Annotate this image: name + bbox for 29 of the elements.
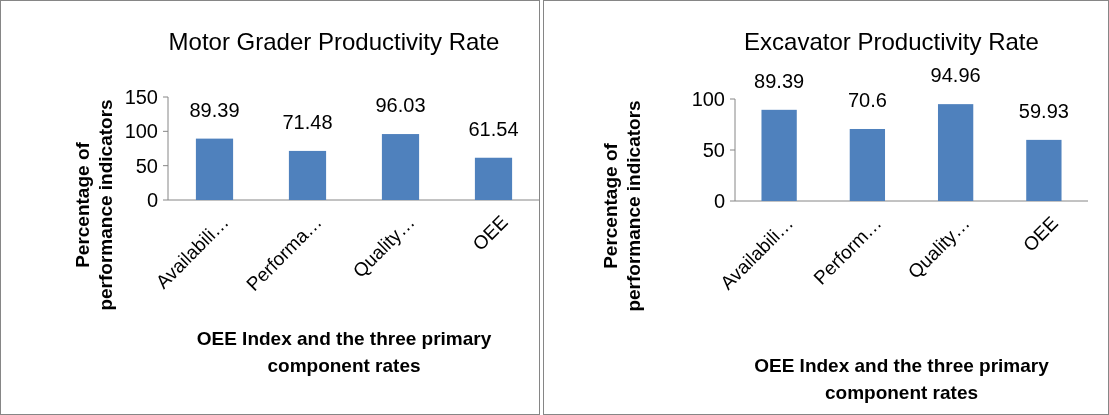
chart-title: Excavator Productivity Rate (744, 28, 1039, 55)
y-tick-label: 0 (713, 190, 725, 212)
bar (195, 138, 234, 200)
bar (761, 109, 797, 201)
data-label: 89.39 (754, 69, 805, 92)
y-tick-label: 150 (124, 86, 158, 108)
data-label: 61.54 (468, 117, 519, 140)
data-label: 71.48 (282, 110, 333, 133)
bar (937, 104, 974, 201)
y-tick-label: 50 (702, 139, 725, 161)
bar (288, 150, 327, 200)
y-tick-label: 100 (691, 88, 725, 110)
bar (381, 134, 420, 200)
x-axis-title: OEE Index and the three primary component rates (754, 355, 1050, 403)
y-tick-label: 0 (146, 189, 158, 211)
bar (474, 157, 513, 200)
chart-title: Motor Grader Productivity Rate (168, 28, 500, 55)
y-axis-title: Percentage of performance indicators (71, 99, 117, 311)
data-label: 96.03 (375, 94, 426, 117)
data-label: 59.93 (1018, 99, 1069, 122)
y-tick-label: 50 (135, 154, 158, 177)
data-label: 94.96 (930, 64, 981, 87)
bar (849, 128, 886, 201)
y-tick-label: 100 (124, 120, 158, 143)
y-axis-title: Percentage of performance indicators (599, 100, 645, 312)
bar (1026, 139, 1062, 201)
data-label: 89.39 (189, 98, 240, 121)
data-label: 70.6 (847, 88, 887, 111)
x-axis-title: OEE Index and the three primary component rates (196, 328, 492, 376)
